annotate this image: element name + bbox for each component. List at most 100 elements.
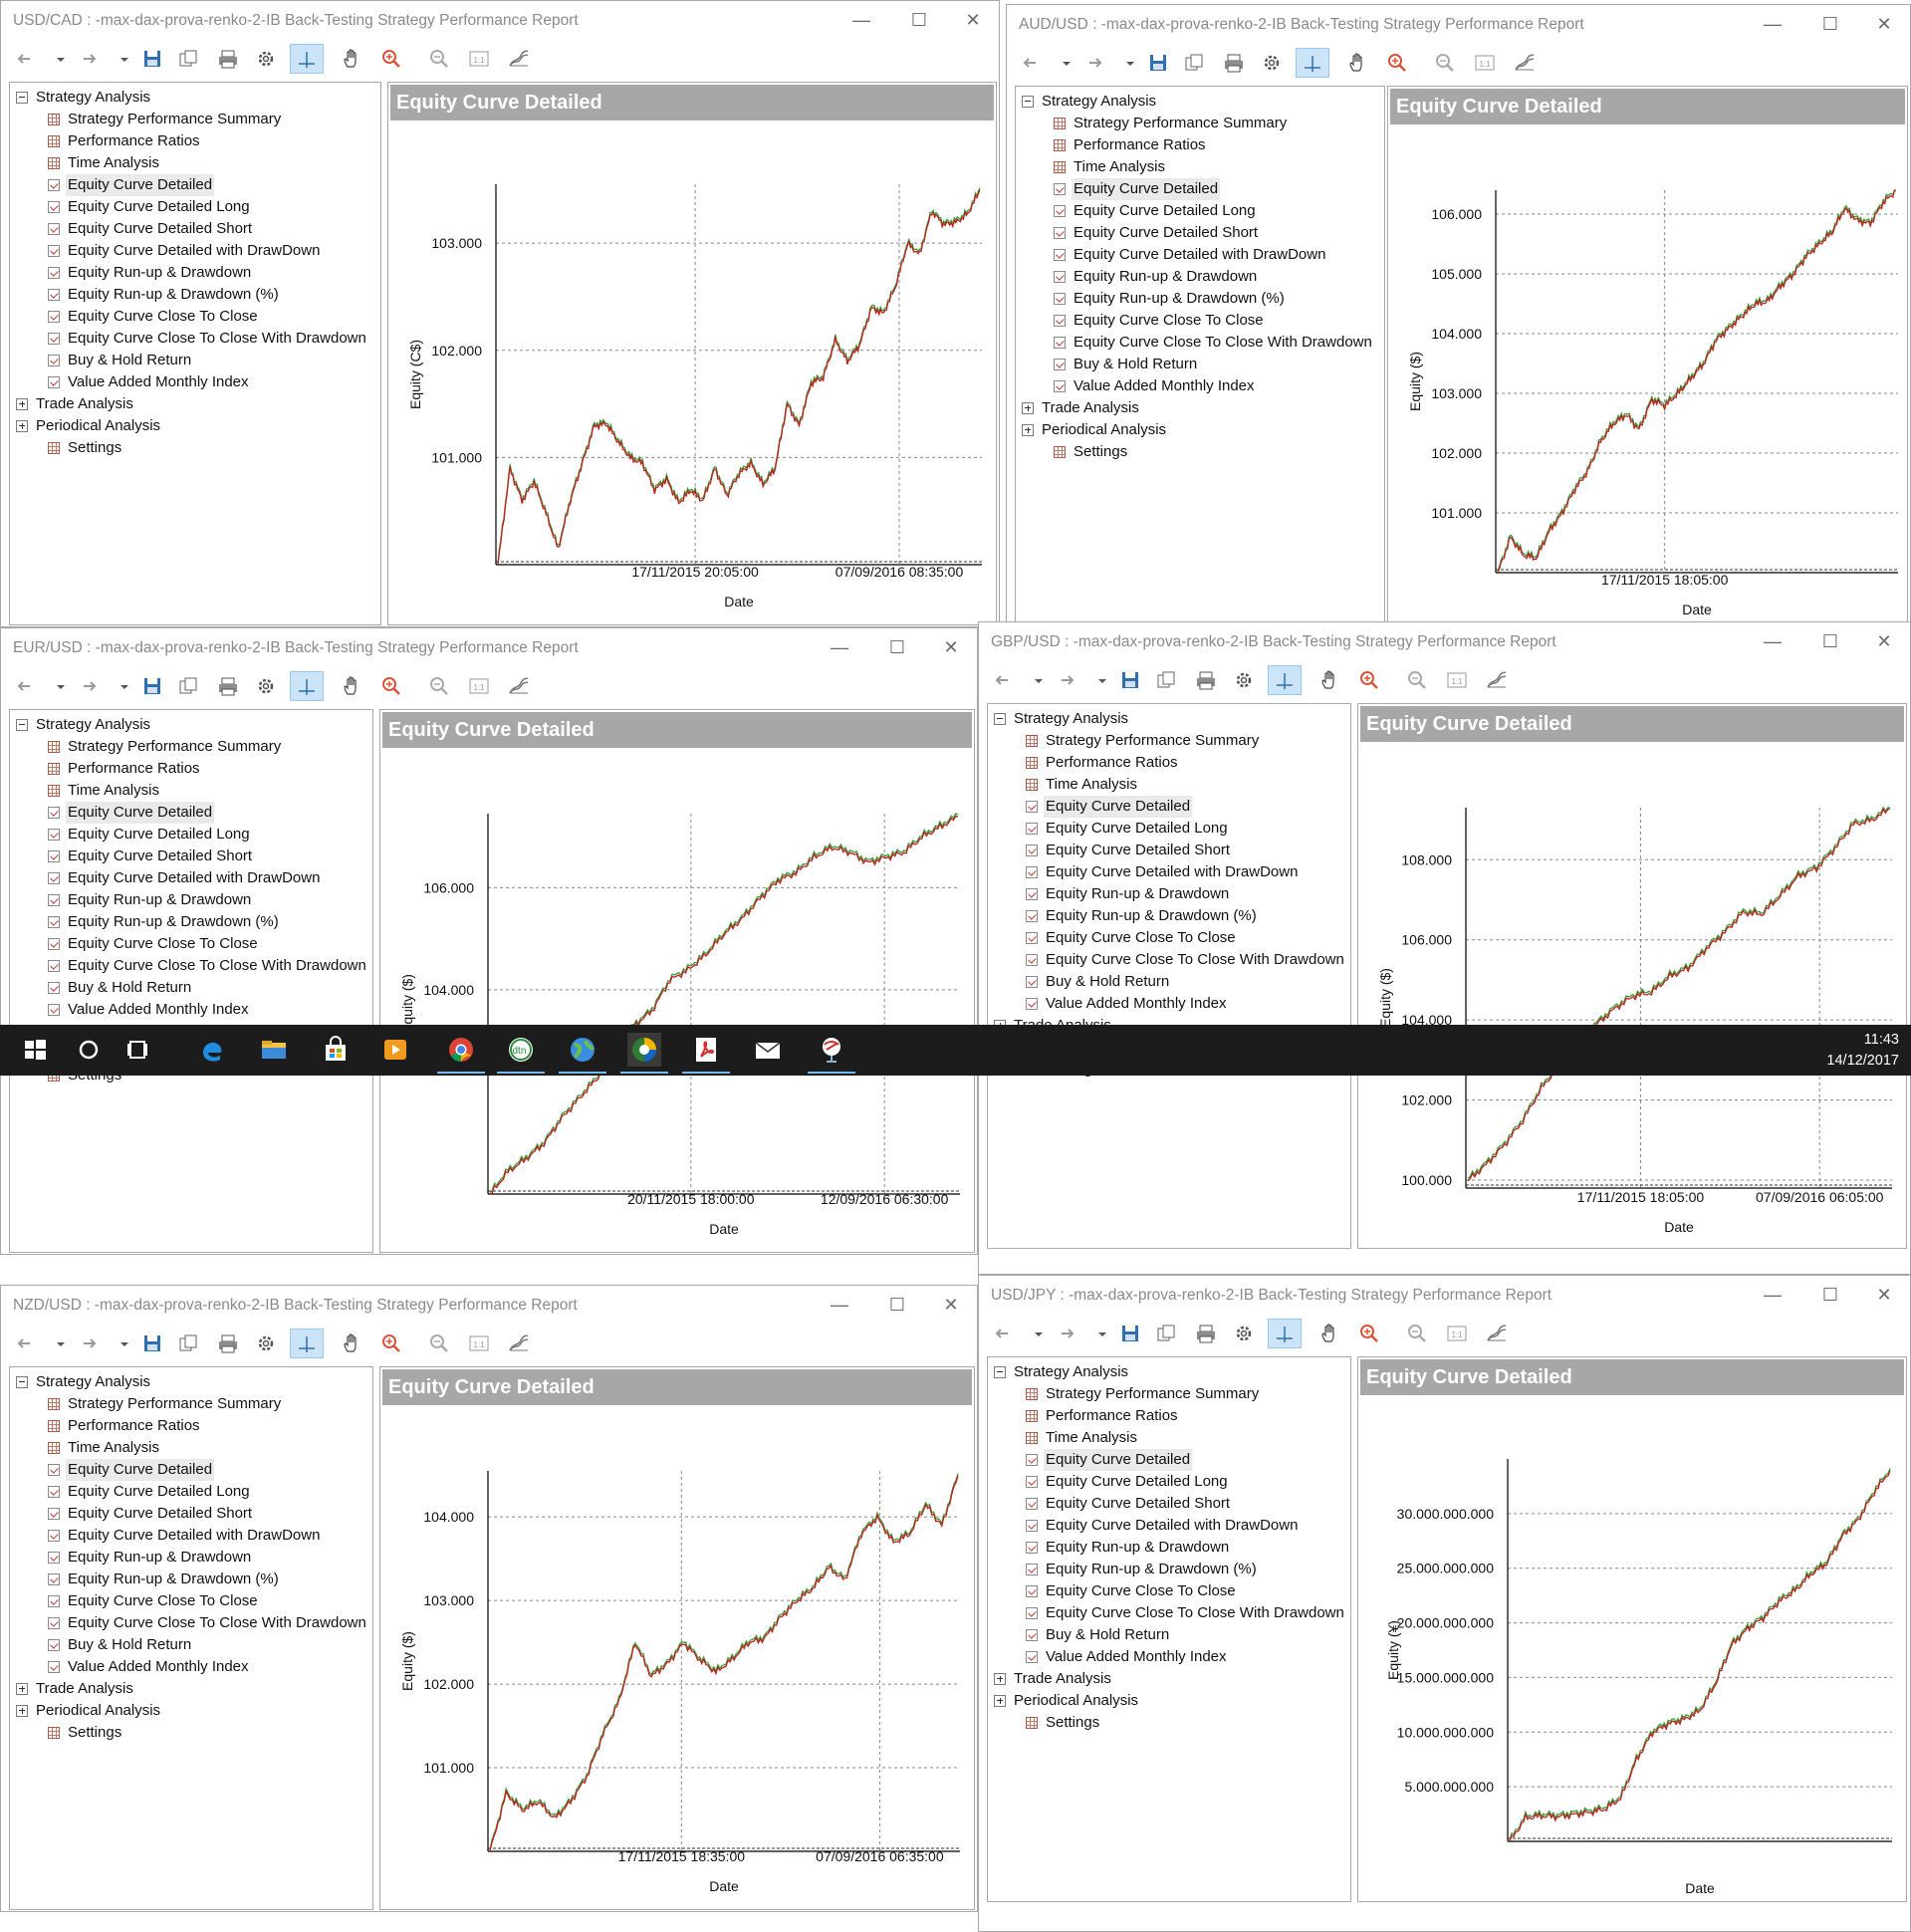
trading-app-taskbar-button[interactable] [620, 1033, 668, 1074]
maximize-button[interactable]: ☐ [910, 10, 928, 30]
maximize-button[interactable]: ☐ [1821, 631, 1839, 651]
maximize-button[interactable]: ☐ [888, 637, 906, 657]
zoom-reset-button[interactable]: 1:1 [1441, 665, 1475, 695]
close-button[interactable]: ✕ [965, 10, 981, 30]
chart-options-button[interactable] [503, 671, 537, 701]
copy-button[interactable] [172, 671, 206, 701]
save-button[interactable] [1114, 1319, 1148, 1348]
back-dropdown-button[interactable] [1051, 48, 1071, 78]
cortana-search-taskbar-button[interactable] [72, 1033, 106, 1067]
window-nzdusd[interactable]: NZD/USD : -max-dax-prova-renko-2-IB Back… [0, 1285, 978, 1912]
zoom-in-button[interactable] [375, 671, 409, 701]
expand-icon[interactable] [16, 1705, 28, 1717]
crosshair-button[interactable] [1296, 48, 1329, 78]
forward-dropdown-button[interactable] [1086, 1319, 1106, 1348]
minimize-button[interactable]: — [852, 10, 870, 30]
globe-taskbar-button[interactable] [559, 1033, 606, 1074]
copy-button[interactable] [172, 44, 206, 74]
save-button[interactable] [136, 44, 170, 74]
copy-button[interactable] [172, 1328, 206, 1358]
zoom-in-button[interactable] [1353, 1319, 1387, 1348]
forward-button[interactable] [1051, 1319, 1084, 1348]
close-button[interactable]: ✕ [1876, 631, 1892, 651]
close-button[interactable]: ✕ [943, 1295, 959, 1315]
save-button[interactable] [1114, 665, 1148, 695]
maximize-button[interactable]: ☐ [1821, 1285, 1839, 1305]
save-button[interactable] [1142, 48, 1176, 78]
forward-button[interactable] [73, 44, 107, 74]
settings-gear-button[interactable] [1256, 48, 1290, 78]
forward-button[interactable] [1078, 48, 1112, 78]
zoom-out-button[interactable] [1429, 48, 1463, 78]
copy-button[interactable] [1150, 665, 1184, 695]
print-button[interactable] [1190, 665, 1224, 695]
equity-chart[interactable]: 104.000 106.000 20/11/2015 18:00:00 12/09/2… [380, 750, 975, 1253]
collapse-icon[interactable] [994, 1366, 1006, 1378]
back-dropdown-button[interactable] [45, 671, 65, 701]
chrome-taskbar-button[interactable] [437, 1033, 485, 1074]
chart-options-button[interactable] [1481, 1319, 1515, 1348]
pan-hand-button[interactable] [336, 1328, 369, 1358]
collapse-icon[interactable] [994, 713, 1006, 725]
crosshair-button[interactable] [290, 1328, 324, 1358]
zoom-out-button[interactable] [423, 1328, 457, 1358]
window-titlebar[interactable]: USD/CAD : -max-dax-prova-renko-2-IB Back… [1, 1, 999, 41]
window-audusd[interactable]: AUD/USD : -max-dax-prova-renko-2-IB Back… [1006, 4, 1911, 631]
minimize-button[interactable]: — [831, 1295, 848, 1315]
window-titlebar[interactable]: NZD/USD : -max-dax-prova-renko-2-IB Back… [1, 1286, 977, 1326]
pan-hand-button[interactable] [336, 44, 369, 74]
zoom-out-button[interactable] [423, 671, 457, 701]
back-button[interactable] [987, 1319, 1021, 1348]
zoom-out-button[interactable] [1401, 665, 1435, 695]
file-explorer-taskbar-button[interactable] [257, 1033, 291, 1067]
minimize-button[interactable]: — [1764, 1285, 1782, 1305]
zoom-reset-button[interactable]: 1:1 [1469, 48, 1503, 78]
expand-icon[interactable] [16, 420, 28, 432]
pan-hand-button[interactable] [1341, 48, 1375, 78]
settings-gear-button[interactable] [1228, 665, 1262, 695]
print-button[interactable] [212, 671, 246, 701]
crosshair-button[interactable] [290, 671, 324, 701]
forward-button[interactable] [73, 671, 107, 701]
print-button[interactable] [212, 1328, 246, 1358]
minimize-button[interactable]: — [1764, 14, 1782, 34]
forward-dropdown-button[interactable] [109, 44, 128, 74]
crosshair-button[interactable] [1268, 1319, 1302, 1348]
equity-chart[interactable]: 101.000 102.000 103.000 104.000 105.000 106.0… [1388, 126, 1908, 629]
forward-dropdown-button[interactable] [1114, 48, 1134, 78]
windows-start-taskbar-button[interactable] [18, 1033, 52, 1067]
edge-taskbar-button[interactable] [195, 1033, 229, 1067]
chart-options-button[interactable] [503, 1328, 537, 1358]
window-titlebar[interactable]: USD/JPY : -max-dax-prova-renko-2-IB Back… [979, 1276, 1910, 1316]
chart-options-button[interactable] [503, 44, 537, 74]
settings-gear-button[interactable] [250, 44, 284, 74]
maximize-button[interactable]: ☐ [888, 1295, 906, 1315]
collapse-icon[interactable] [16, 92, 28, 104]
media-player-taskbar-button[interactable] [378, 1033, 412, 1067]
collapse-icon[interactable] [16, 1376, 28, 1388]
expand-icon[interactable] [16, 1683, 28, 1695]
settings-gear-button[interactable] [250, 1328, 284, 1358]
window-titlebar[interactable]: AUD/USD : -max-dax-prova-renko-2-IB Back… [1007, 5, 1910, 45]
pan-hand-button[interactable] [1314, 1319, 1347, 1348]
window-titlebar[interactable]: GBP/USD : -max-dax-prova-renko-2-IB Back… [979, 622, 1910, 662]
expand-icon[interactable] [994, 1673, 1006, 1685]
network-app-taskbar-button[interactable] [808, 1033, 855, 1074]
forward-dropdown-button[interactable] [109, 1328, 128, 1358]
zoom-reset-button[interactable]: 1:1 [463, 1328, 497, 1358]
save-button[interactable] [136, 1328, 170, 1358]
close-button[interactable]: ✕ [943, 637, 959, 657]
forward-dropdown-button[interactable] [109, 671, 128, 701]
back-dropdown-button[interactable] [1023, 665, 1043, 695]
window-usdjpy[interactable]: USD/JPY : -max-dax-prova-renko-2-IB Back… [978, 1275, 1911, 1932]
zoom-reset-button[interactable]: 1:1 [1441, 1319, 1475, 1348]
zoom-out-button[interactable] [1401, 1319, 1435, 1348]
settings-gear-button[interactable] [250, 671, 284, 701]
expand-icon[interactable] [1022, 402, 1034, 414]
taskbar-clock[interactable]: 11:43 14/12/2017 [1826, 1030, 1899, 1072]
back-dropdown-button[interactable] [45, 44, 65, 74]
settings-gear-button[interactable] [1228, 1319, 1262, 1348]
print-button[interactable] [1190, 1319, 1224, 1348]
print-button[interactable] [1218, 48, 1252, 78]
crosshair-button[interactable] [1268, 665, 1302, 695]
